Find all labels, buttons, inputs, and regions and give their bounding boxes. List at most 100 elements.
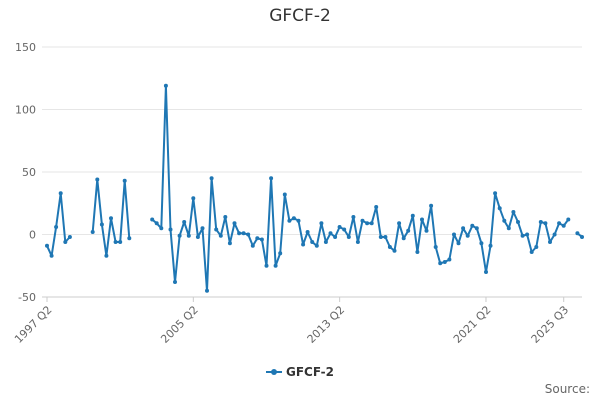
data-point (511, 210, 516, 214)
data-point (580, 235, 584, 239)
data-point (410, 213, 415, 218)
data-point (255, 236, 260, 241)
data-point (237, 231, 242, 236)
data-point (269, 176, 274, 181)
data-point (374, 205, 379, 209)
data-point (534, 245, 539, 249)
data-point (525, 232, 530, 237)
data-point (159, 226, 164, 231)
legend-swatch-icon (265, 367, 282, 377)
data-point (392, 248, 397, 253)
data-point (401, 236, 406, 241)
data-point (506, 226, 511, 231)
data-point (241, 231, 246, 236)
data-point (58, 191, 63, 196)
data-point (154, 221, 159, 226)
data-point (429, 203, 434, 208)
data-point (420, 217, 424, 222)
legend[interactable]: GFCF-2 (0, 365, 600, 380)
data-point (301, 242, 306, 247)
data-point (529, 250, 534, 254)
data-point (305, 230, 310, 234)
data-point (278, 251, 283, 256)
data-point (273, 263, 278, 268)
data-point (346, 235, 351, 239)
data-point (200, 226, 205, 231)
data-point (520, 233, 525, 238)
data-point (484, 270, 488, 274)
data-point (561, 223, 566, 228)
data-point (337, 225, 342, 229)
data-point (291, 216, 296, 221)
data-point (369, 221, 374, 226)
legend-item-gfcf-2[interactable]: GFCF-2 (265, 365, 334, 379)
data-point (250, 243, 255, 248)
data-point (45, 243, 49, 248)
data-point (173, 280, 177, 284)
data-point (479, 241, 484, 246)
data-point (232, 221, 237, 226)
data-point (548, 240, 552, 244)
data-point (113, 240, 118, 244)
data-point (342, 227, 347, 232)
x-tick-label: 2005 Q2 (158, 303, 201, 346)
data-point (127, 236, 132, 241)
data-point (438, 261, 443, 266)
data-point (223, 215, 228, 219)
x-tick-label: 2025 Q3 (529, 303, 572, 346)
data-point (452, 232, 456, 237)
data-point (447, 257, 452, 262)
x-tick-label: 2013 Q2 (305, 303, 348, 346)
data-point (296, 218, 301, 223)
series-layer (45, 83, 584, 293)
data-point (465, 233, 470, 238)
data-point (109, 216, 113, 221)
data-point (209, 176, 214, 181)
data-point (323, 240, 328, 244)
data-point (493, 191, 498, 196)
data-point (456, 241, 461, 246)
data-point (118, 240, 123, 244)
data-point (575, 231, 580, 236)
data-point (63, 240, 68, 244)
data-point (383, 235, 388, 239)
data-point (488, 243, 493, 248)
data-point (424, 228, 429, 233)
data-point (177, 233, 182, 238)
data-point (319, 221, 324, 226)
data-point (191, 196, 196, 201)
data-point (461, 226, 466, 231)
data-point (90, 230, 95, 234)
data-point (122, 178, 127, 183)
x-tick-label: 2021 Q2 (451, 303, 494, 346)
chart-title: GFCF-2 (269, 6, 331, 26)
data-point (557, 221, 562, 226)
data-point (95, 177, 100, 182)
data-point (365, 221, 370, 226)
data-point (195, 235, 200, 239)
data-point (67, 235, 72, 239)
data-point (168, 227, 173, 232)
y-tick-label: -50 (18, 291, 36, 304)
data-point (497, 206, 502, 211)
data-point (474, 226, 479, 231)
data-point (310, 240, 315, 244)
grid-layer (42, 46, 582, 298)
data-point (205, 288, 209, 293)
y-tick-label: 50 (22, 166, 36, 179)
data-point (442, 260, 447, 264)
source-label: Source: (544, 382, 590, 396)
data-point (360, 218, 365, 223)
data-point (227, 241, 232, 246)
data-point (163, 83, 168, 88)
data-point (333, 235, 338, 239)
data-point (538, 220, 543, 224)
y-tick-label: 150 (15, 41, 36, 54)
data-point (470, 223, 475, 228)
data-point (104, 253, 109, 258)
data-point (387, 245, 392, 249)
data-point (415, 250, 420, 254)
data-point (246, 232, 251, 237)
legend-label: GFCF-2 (285, 365, 334, 379)
